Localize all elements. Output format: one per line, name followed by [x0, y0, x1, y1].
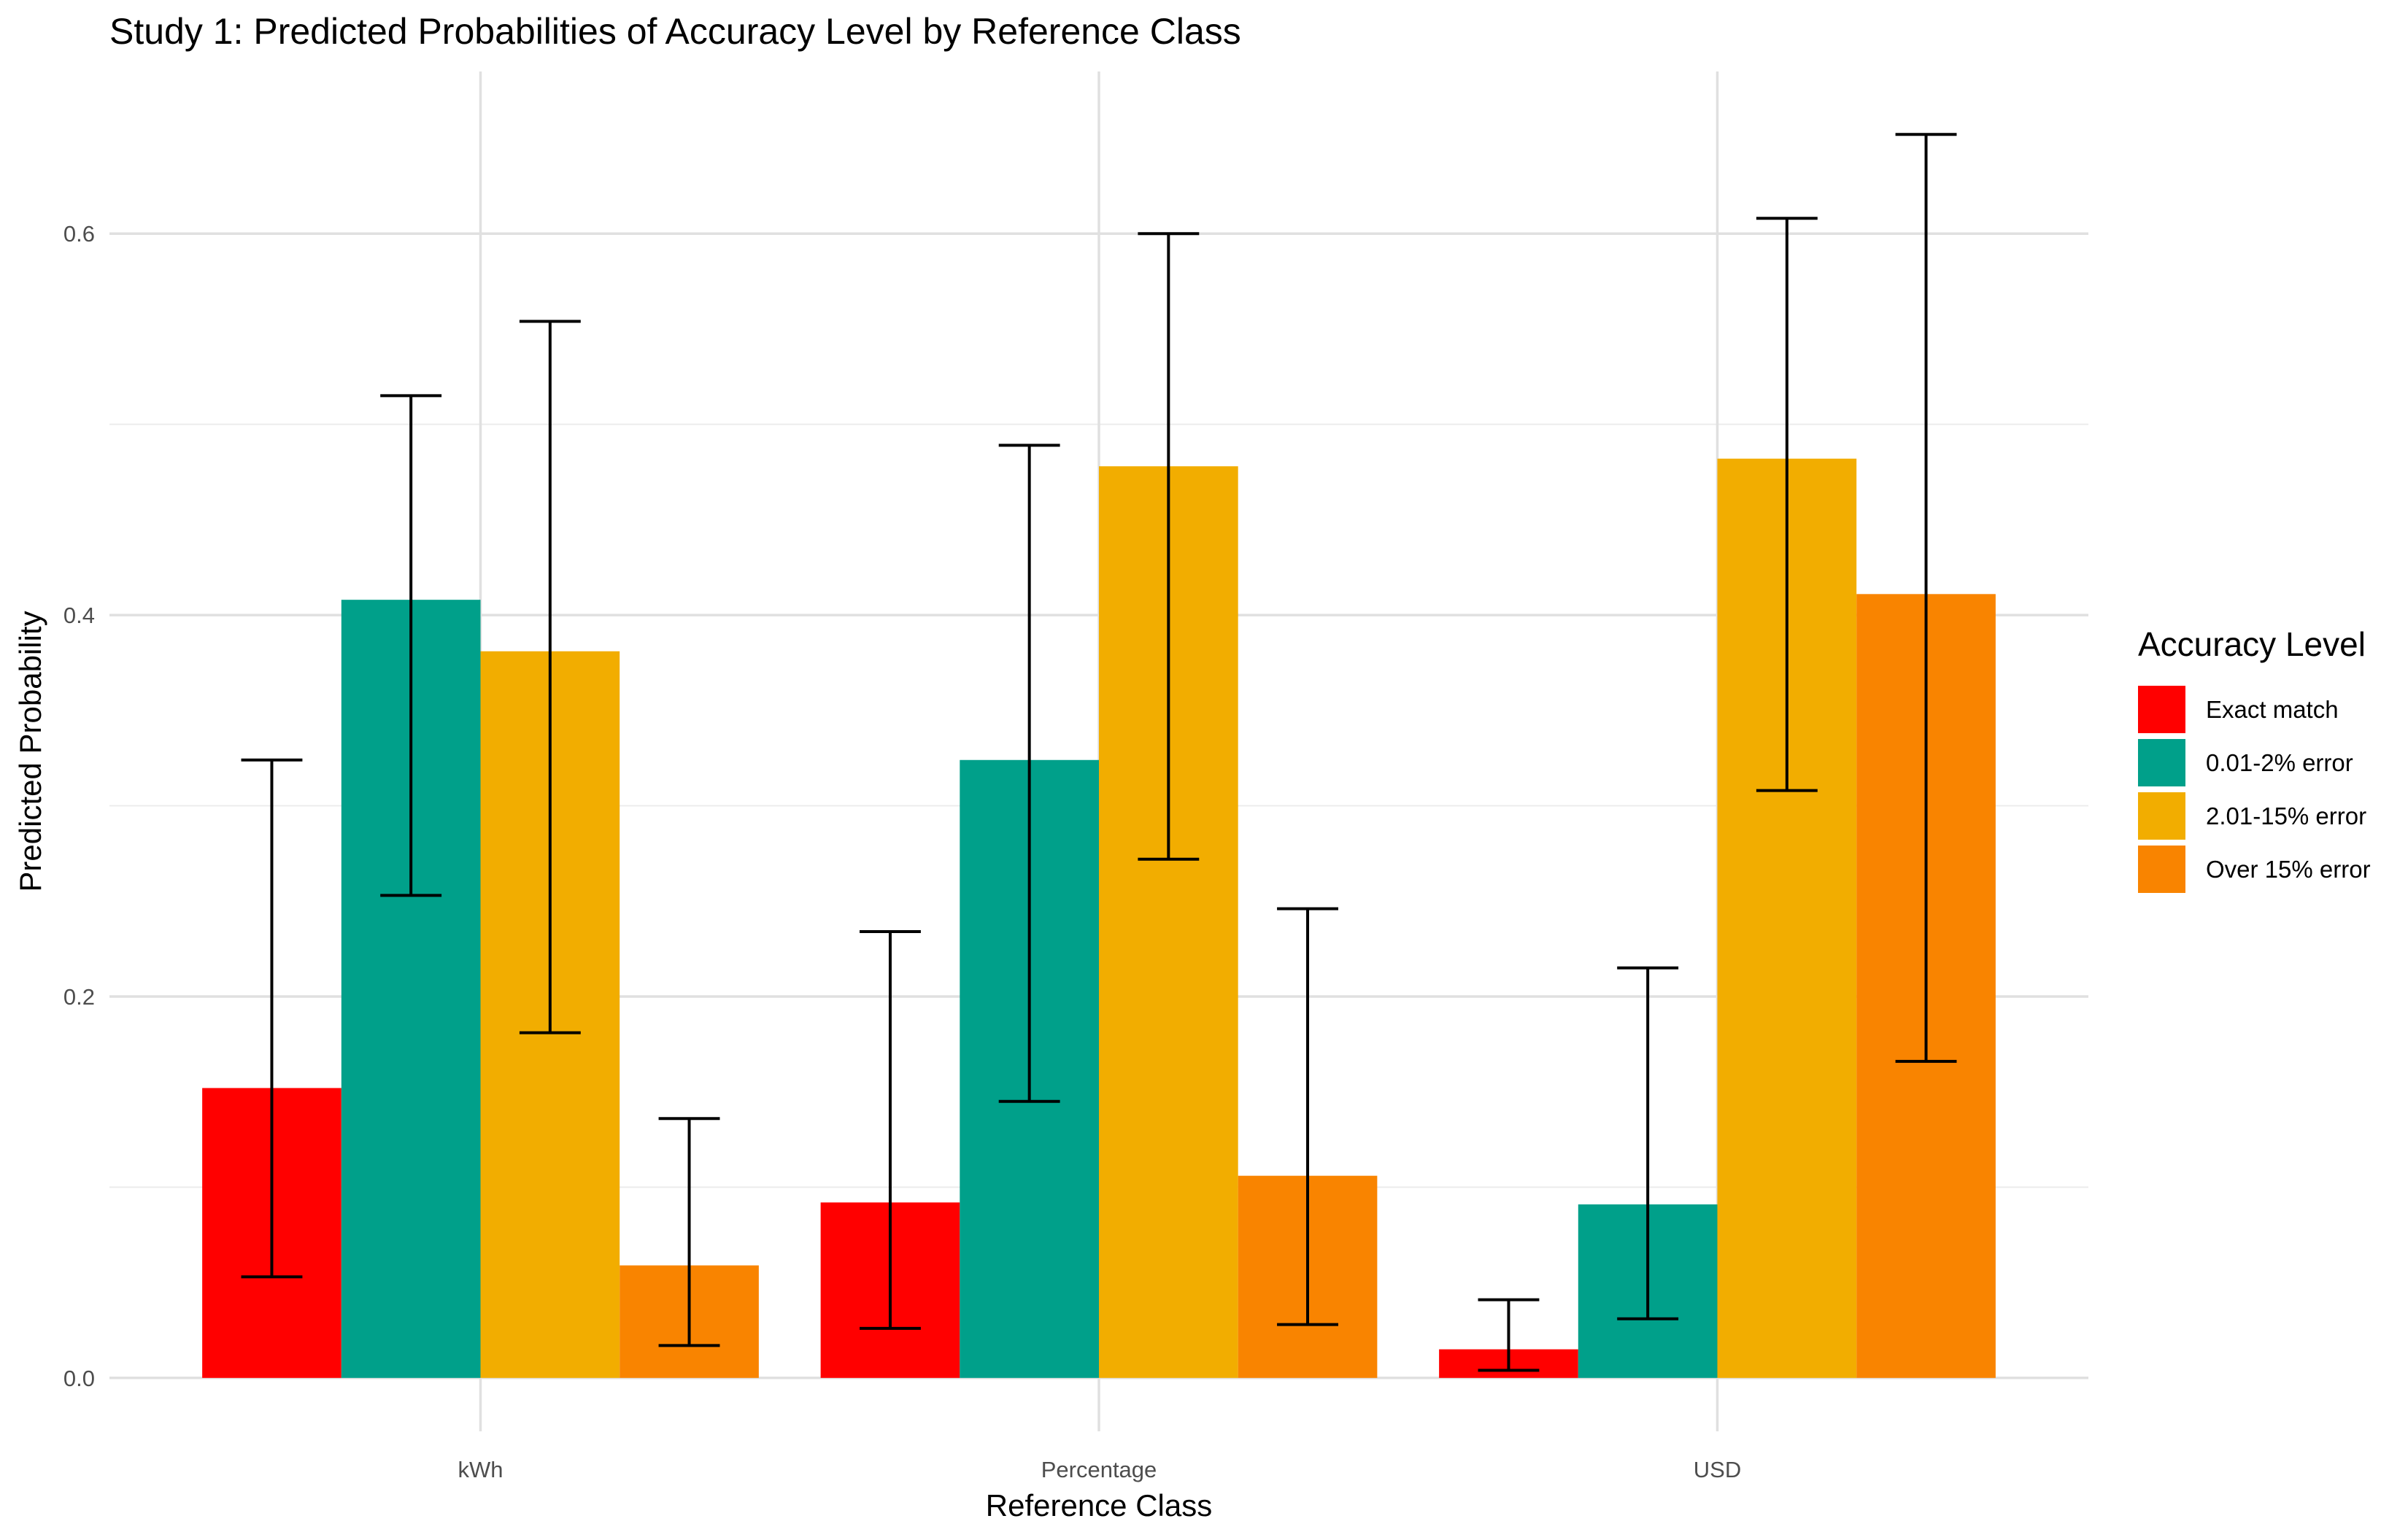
legend-item: Over 15% error [2138, 843, 2371, 896]
x-tick-label: USD [1694, 1457, 1741, 1482]
legend-swatch [2138, 739, 2185, 786]
y-tick-label: 0.0 [63, 1366, 95, 1391]
y-tick-label: 0.2 [63, 984, 95, 1010]
legend-swatch [2138, 846, 2185, 893]
legend-label: Over 15% error [2206, 855, 2371, 883]
legend-label: 0.01-2% error [2206, 748, 2353, 776]
y-tick-label: 0.6 [63, 221, 95, 247]
chart-title: Study 1: Predicted Probabilities of Accu… [109, 11, 1241, 52]
legend-item: Exact match [2138, 683, 2371, 736]
x-tick-label: Percentage [1041, 1457, 1157, 1482]
y-axis-title: Predicted Probability [13, 611, 47, 891]
y-tick-label: 0.4 [63, 603, 95, 628]
legend-label: 2.01-15% error [2206, 802, 2367, 829]
legend-swatch [2138, 792, 2185, 840]
legend-swatch [2138, 686, 2185, 733]
legend-label: Exact match [2206, 695, 2339, 723]
x-axis-title: Reference Class [986, 1488, 1212, 1523]
legend: Accuracy Level Exact match 0.01-2% error 2… [2138, 624, 2371, 896]
x-tick-label: kWh [458, 1457, 503, 1482]
legend-title: Accuracy Level [2138, 625, 2366, 663]
legend-item: 2.01-15% error [2138, 789, 2371, 843]
legend-item: 0.01-2% error [2138, 736, 2371, 789]
